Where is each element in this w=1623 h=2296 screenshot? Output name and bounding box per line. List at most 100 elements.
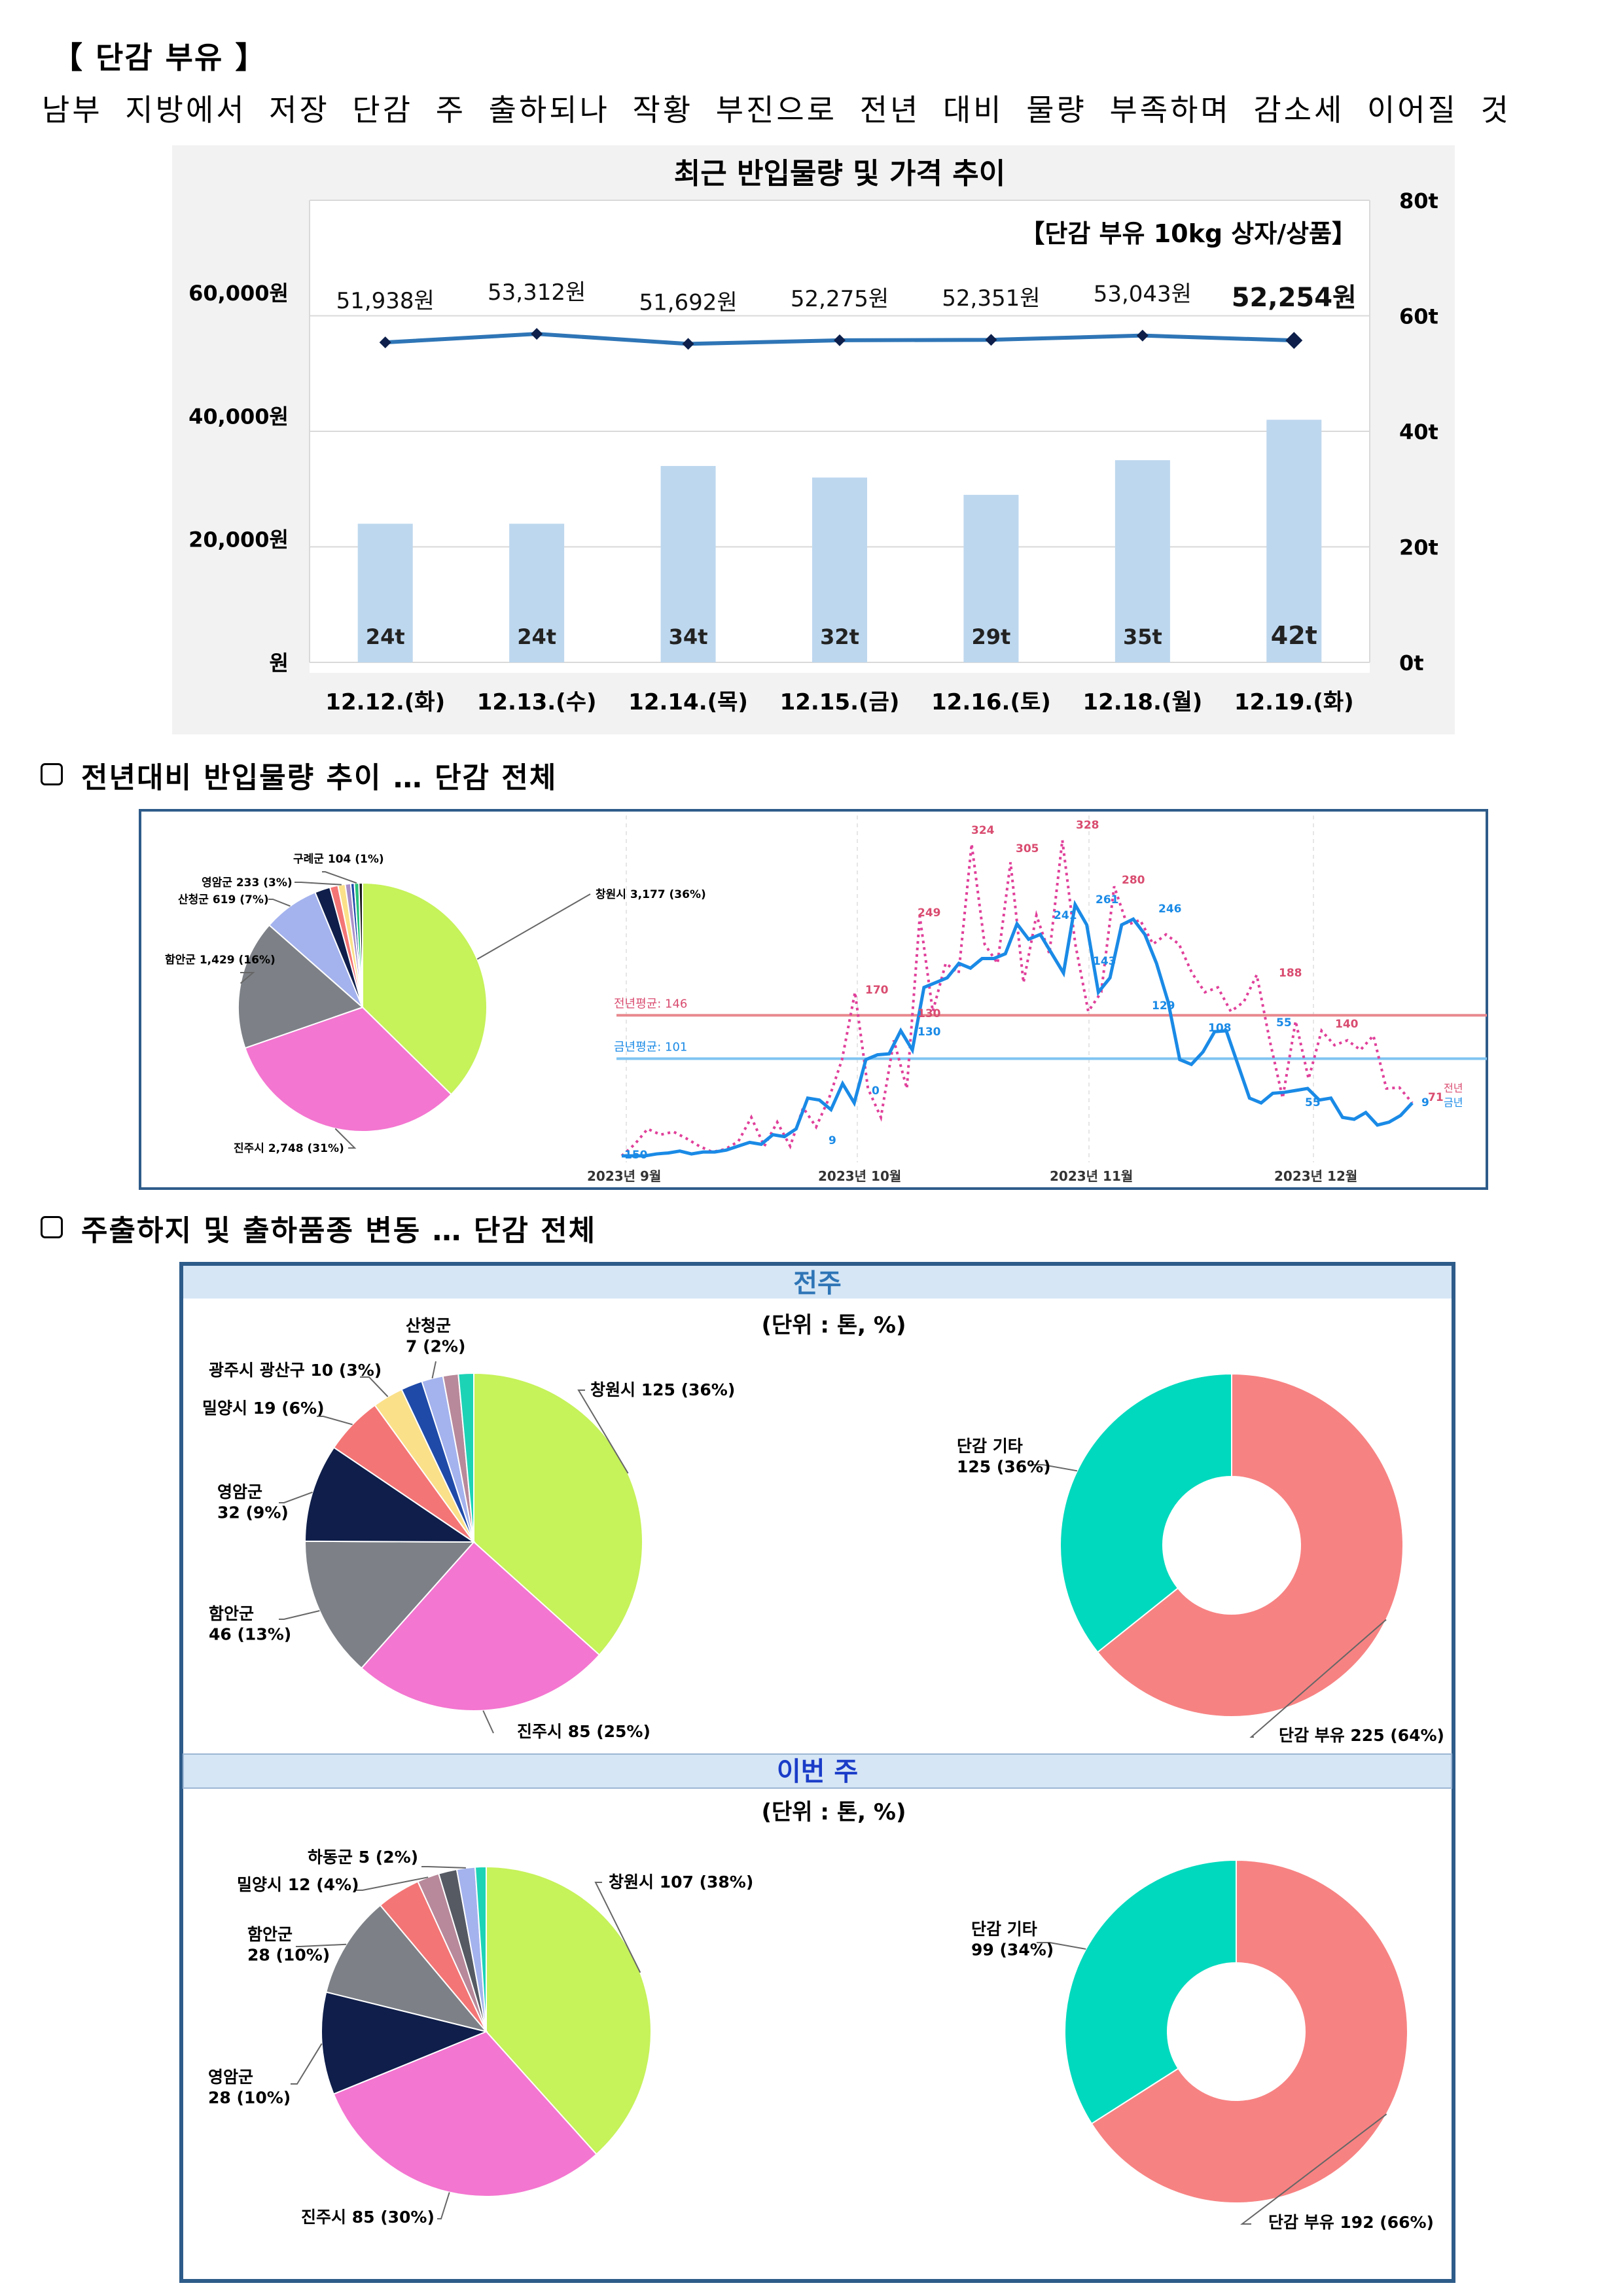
checkbox-icon bbox=[41, 1216, 63, 1238]
pie-slice bbox=[360, 1541, 601, 1712]
right-tick-label: 0t bbox=[1399, 651, 1424, 675]
pie-slice-label-line: 창원시 107 (38%) bbox=[609, 1873, 753, 1892]
point-value-label: 9 bbox=[829, 1134, 836, 1147]
category-label: 12.15.(금) bbox=[780, 689, 900, 715]
pie-slice-label-line: 진주시 85 (30%) bbox=[301, 2208, 435, 2227]
pie-slice-label-line: 영암군 233 (3%) bbox=[202, 876, 293, 889]
point-value-label: 249 bbox=[918, 906, 941, 920]
pie-slice bbox=[325, 1904, 488, 2033]
point-value-label: 71 bbox=[1428, 1091, 1444, 1104]
bar-value-label: 32t bbox=[820, 624, 859, 649]
prev-year-line bbox=[620, 840, 1414, 1157]
leader-line bbox=[360, 1376, 389, 1397]
category-label: 12.13.(수) bbox=[477, 689, 597, 715]
pie-slice-label-line: 125 (36%) bbox=[957, 1457, 1051, 1476]
point-value-label: 130 bbox=[918, 1007, 941, 1020]
volume-bar bbox=[509, 524, 565, 662]
pie-slice-label-line: 단감 부유 225 (64%) bbox=[1279, 1726, 1444, 1745]
pie-slice-label: 광주시 광산구 10 (3%) bbox=[209, 1361, 382, 1380]
point-value-label: 55 bbox=[1276, 1016, 1292, 1030]
volume-bar bbox=[1115, 460, 1170, 662]
pie-slice bbox=[1060, 1372, 1232, 1653]
pie-slice-label-line: 단감 기타 bbox=[957, 1437, 1023, 1456]
leader-line bbox=[437, 2192, 450, 2219]
leader-line bbox=[334, 1128, 357, 1149]
pie-slice-label-line: 단감 기타 bbox=[971, 1920, 1037, 1939]
point-value-label: 324 bbox=[971, 824, 995, 837]
pie-slice bbox=[238, 924, 364, 1049]
point-value-label: 261 bbox=[1096, 893, 1119, 906]
pie-slice-label-line: 창원시 3,177 (36%) bbox=[596, 888, 706, 901]
price-value-label: 53,312원 bbox=[488, 279, 586, 306]
pie-slice bbox=[304, 1446, 476, 1543]
category-label: 12.16.(토) bbox=[931, 689, 1051, 715]
leader-line bbox=[421, 1866, 466, 1869]
pie-slice-label: 창원시 125 (36%) bbox=[590, 1380, 735, 1399]
curr-week-title: 이번 주 bbox=[777, 1757, 858, 1787]
curr-variety-donut: 단감 부유 192 (66%) 단감 기타 99 (34%) bbox=[971, 1859, 1434, 2232]
prev-region-pie: 창원시 125 (36%) 진주시 85 (25%) 함안군 46 (13%) 영암군 3… bbox=[202, 1316, 735, 1741]
prev-average-label: 전년평균: 146 bbox=[614, 997, 687, 1011]
pie-slice-label-line: 광주시 광산구 10 (3%) bbox=[209, 1361, 382, 1380]
pie-slice-label: 단감 기타 99 (34%) bbox=[971, 1920, 1054, 1959]
pie-slice-label: 진주시 85 (25%) bbox=[517, 1722, 651, 1741]
point-value-label: 9 bbox=[1421, 1096, 1429, 1109]
pie-slice-label: 진주시 85 (30%) bbox=[301, 2208, 435, 2227]
legend-prev: 전년 bbox=[1444, 1082, 1463, 1094]
price-value-label: 53,043원 bbox=[1094, 281, 1192, 308]
category-label: 12.14.(목) bbox=[628, 689, 748, 715]
checkbox-icon bbox=[41, 763, 63, 785]
price-point-marker bbox=[1285, 332, 1303, 350]
pie-slice-label-line: 진주시 85 (25%) bbox=[517, 1722, 651, 1741]
pie-slice-label: 산청군 7 (2%) bbox=[406, 1316, 465, 1355]
pie-slice bbox=[332, 2030, 597, 2197]
pie-slice-label-line: 구례군 104 (1%) bbox=[293, 853, 384, 866]
section-title: 【 단감 부유 】 bbox=[52, 40, 267, 75]
price-value-label: 51,938원 bbox=[336, 288, 435, 314]
price-value-label: 52,275원 bbox=[791, 286, 889, 312]
pie-slice-label: 함안군 1,429 (16%) bbox=[165, 953, 276, 967]
pie-slice-label: 단감 기타 125 (36%) bbox=[957, 1437, 1051, 1476]
price-point-marker bbox=[682, 338, 694, 350]
bar-value-label: 34t bbox=[669, 624, 708, 649]
leader-line bbox=[476, 893, 591, 960]
pie-slice-label-line: 단감 부유 192 (66%) bbox=[1268, 2213, 1434, 2232]
prev-week-title: 전주 bbox=[793, 1268, 842, 1299]
point-value-label: 150 bbox=[624, 1149, 648, 1162]
leader-line bbox=[356, 1876, 429, 1891]
bar-value-label: 35t bbox=[1123, 624, 1162, 649]
pie-slice bbox=[358, 882, 363, 1008]
pie-slice-label-line: 영암군 bbox=[217, 1482, 262, 1501]
chart-subtitle: 【단감 부유 10kg 상자/상품】 bbox=[1020, 219, 1357, 248]
pie-slice-label-line: 함안군 bbox=[209, 1604, 254, 1623]
pie-slice-label: 구례군 104 (1%) bbox=[293, 853, 384, 866]
price-line-series: 51,938원 53,312원 51,692원 52,275원 52,351원 53,04… bbox=[336, 279, 1357, 350]
volume-bar bbox=[660, 465, 716, 662]
pie-slice-label-line: 함안군 1,429 (16%) bbox=[165, 953, 276, 967]
price-point-marker bbox=[379, 336, 391, 349]
right-tick-label: 40t bbox=[1399, 420, 1438, 444]
price-volume-chart: 최근 반입물량 및 가격 추이 【단감 부유 10kg 상자/상품】 24t 24… bbox=[172, 145, 1455, 734]
pie-slice-label: 함안군 46 (13%) bbox=[209, 1604, 291, 1643]
pie-slice bbox=[1064, 1859, 1237, 2125]
left-tick-label: 40,000원 bbox=[188, 404, 289, 429]
bar-value-label: 24t bbox=[517, 624, 556, 649]
leader-line bbox=[594, 1882, 641, 1973]
left-tick-label: 20,000원 bbox=[188, 528, 289, 552]
category-label: 12.19.(화) bbox=[1234, 689, 1354, 715]
pie-slice-label-line: 밀양시 19 (6%) bbox=[202, 1399, 325, 1418]
chart-title: 최근 반입물량 및 가격 추이 bbox=[674, 157, 1006, 190]
point-value-label: 108 bbox=[1208, 1022, 1232, 1035]
yoy-volume-chart: 창원시 3,177 (36%) 진주시 2,748 (31%) 함안군 1,429 … bbox=[139, 809, 1488, 1190]
leader-line bbox=[294, 882, 342, 886]
bar-value-label: 24t bbox=[366, 624, 405, 649]
pie-slice bbox=[457, 1372, 474, 1543]
pie-slice-label-line: 99 (34%) bbox=[971, 1940, 1054, 1959]
category-label: 12.12.(화) bbox=[325, 689, 445, 715]
category-label: 12.18.(월) bbox=[1082, 689, 1202, 715]
summary-text: 남부 지방에서 저장 단감 주 출하되나 작황 부진으로 전년 대비 물량 부족… bbox=[42, 92, 1511, 128]
pie-slice-label-line: 산청군 bbox=[406, 1316, 451, 1335]
price-point-marker bbox=[531, 328, 543, 340]
volume-bar bbox=[357, 524, 413, 662]
pie-slice bbox=[474, 1865, 487, 2032]
